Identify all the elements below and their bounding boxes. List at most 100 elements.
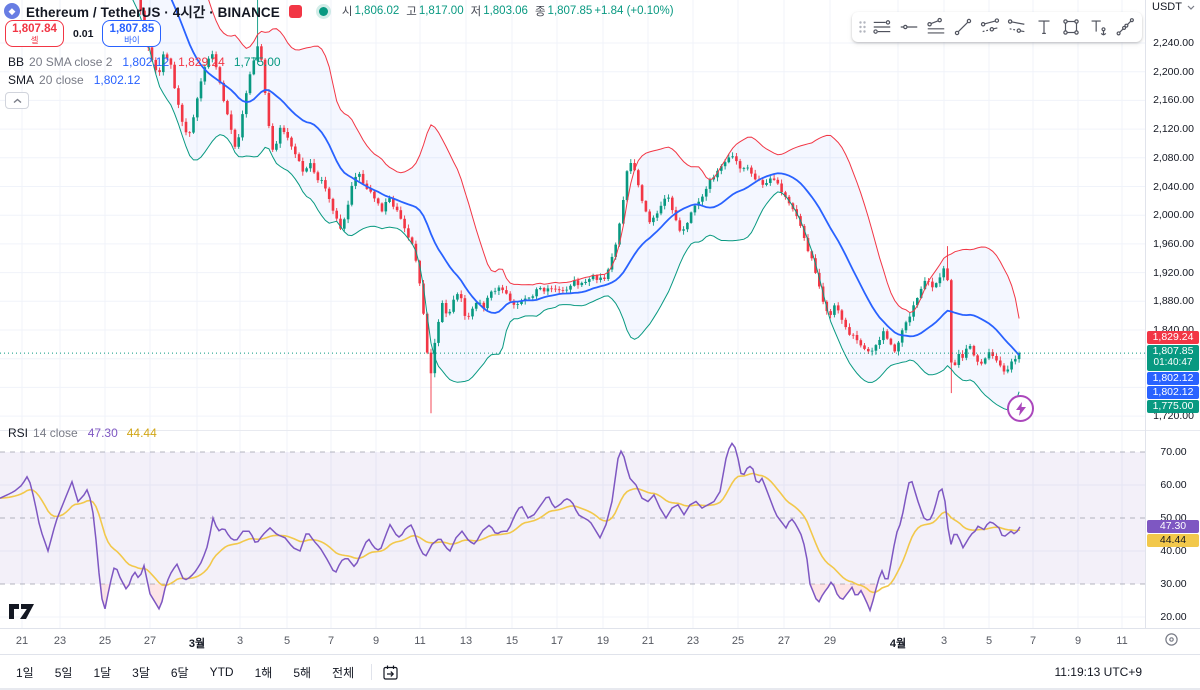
time-tick: 3 xyxy=(236,635,244,647)
toolbar-drag-handle-icon[interactable] xyxy=(856,14,868,40)
high-label: 고 xyxy=(406,6,417,18)
price-tick: 1,880.00 xyxy=(1153,295,1194,308)
rsi-tick: 40.00 xyxy=(1160,545,1187,557)
indicator-price-label: 1,775.00 xyxy=(1147,400,1199,414)
time-tick: 13 xyxy=(459,635,473,647)
rsi-scale-axis[interactable]: 70.00 60.00 50.00 40.00 30.00 20.00 47.30 44.44 xyxy=(1145,430,1200,628)
time-tick: 25 xyxy=(731,635,745,647)
timezone-settings-icon[interactable] xyxy=(1164,632,1179,647)
buy-price: 1,807.85 xyxy=(109,22,155,35)
rsi-tick: 60.00 xyxy=(1160,479,1187,491)
price-tick: 1,720.00 xyxy=(1153,410,1194,423)
rsi-ma-value: 44.44 xyxy=(126,426,157,440)
rsi-value-label: 44.44 xyxy=(1147,534,1199,548)
cross-line-icon[interactable] xyxy=(922,14,949,40)
horizontal-ray-icon[interactable] xyxy=(895,14,922,40)
sma-value: 1,802.12 xyxy=(93,73,141,87)
tradingview-logo[interactable] xyxy=(9,602,37,621)
sma-name: SMA xyxy=(8,73,35,87)
candlestick-chart xyxy=(0,0,1145,430)
anchored-text-icon[interactable] xyxy=(1084,14,1111,40)
symbol-title[interactable]: Ethereum / TetherUS · 4시간 · BINANCE xyxy=(26,5,280,20)
indicator-price-label: 1,802.12 xyxy=(1147,372,1199,386)
price-tick: 2,240.00 xyxy=(1153,37,1194,49)
range-ytd-button[interactable]: YTD xyxy=(209,665,234,679)
time-tick: 11 xyxy=(414,635,426,647)
rsi-tick: 20.00 xyxy=(1160,611,1187,623)
rsi-value-label: 47.30 xyxy=(1147,520,1199,534)
time-axis[interactable]: 21 23 25 27 3월 3 5 7 9 11 13 15 17 19 21 23 25 27 29 4월 3 5 7 9… xyxy=(0,628,1200,655)
time-tick: 4월 xyxy=(889,638,907,650)
range-5y-button[interactable]: 5해 xyxy=(293,665,312,680)
time-tick: 19 xyxy=(596,635,610,647)
price-axis[interactable]: 2,240.00 2,200.00 2,160.00 2,120.00 2,080.00… xyxy=(1145,0,1200,430)
collapse-legend-button[interactable] xyxy=(5,92,29,109)
range-all-button[interactable]: 전체 xyxy=(332,665,355,680)
currency-label: USDT xyxy=(1152,1,1182,13)
time-tick: 29 xyxy=(823,635,837,647)
low-value: 1,803.06 xyxy=(483,5,528,17)
rsi-params: 14 close xyxy=(33,426,78,440)
time-tick: 23 xyxy=(686,635,700,647)
rsi-name: RSI xyxy=(8,426,29,440)
range-1m-button[interactable]: 1달 xyxy=(93,665,112,680)
bottom-toolbar: 1일 5일 1달 3달 6달 YTD 1해 5해 전체 11:19:13 UTC… xyxy=(0,654,1200,689)
close-label: 종 xyxy=(534,6,546,18)
rsi-pane[interactable] xyxy=(0,430,1145,628)
toolbar-separator xyxy=(371,664,373,680)
bb-name: BB xyxy=(8,55,25,69)
range-1y-button[interactable]: 1해 xyxy=(254,665,273,680)
time-tick: 21 xyxy=(15,635,29,647)
time-tick: 9 xyxy=(372,635,380,647)
time-tick: 25 xyxy=(98,635,112,647)
trend-line-icon[interactable] xyxy=(949,14,976,40)
price-chart-pane[interactable] xyxy=(0,0,1145,430)
price-tick: 2,120.00 xyxy=(1153,123,1194,136)
time-tick: 21 xyxy=(641,635,655,647)
price-tick: 2,040.00 xyxy=(1153,180,1194,193)
time-tick: 9 xyxy=(1074,635,1082,647)
market-status-icon[interactable] xyxy=(288,4,302,18)
pane-divider[interactable] xyxy=(0,430,1200,431)
drawing-toolbar xyxy=(852,12,1142,42)
brush-icon[interactable] xyxy=(1111,14,1138,40)
time-tick: 5 xyxy=(985,635,993,647)
bb-legend[interactable]: BB 20 SMA close 2 1,802.12 1,829.24 1,77… xyxy=(8,55,290,69)
rsi-tick: 30.00 xyxy=(1160,578,1187,590)
time-tick: 27 xyxy=(777,635,791,647)
parallel-channel-icon[interactable] xyxy=(976,14,1003,40)
calendar-icon xyxy=(383,665,398,680)
range-6m-button[interactable]: 6달 xyxy=(170,665,189,680)
high-value: 1,817.00 xyxy=(418,5,464,17)
sell-button[interactable]: 1,807.84 셀 xyxy=(5,20,64,47)
buy-button[interactable]: 1,807.85 바이 xyxy=(102,20,162,47)
price-tick: 1,960.00 xyxy=(1153,237,1194,250)
sell-price: 1,807.84 xyxy=(12,22,57,35)
currency-selector[interactable]: USDT xyxy=(1152,1,1195,13)
clock-timezone[interactable]: 11:19:13 UTC+9 xyxy=(1054,665,1143,679)
time-tick: 17 xyxy=(550,635,564,647)
disjoint-channel-icon[interactable] xyxy=(1003,14,1030,40)
trade-panel: 1,807.84 셀 0.01 1,807.85 바이 xyxy=(5,20,162,47)
rectangle-icon[interactable] xyxy=(1057,14,1084,40)
horizontal-lines-icon[interactable] xyxy=(868,14,895,40)
rsi-legend[interactable]: RSI 14 close 47.30 44.44 xyxy=(8,426,166,440)
range-3m-button[interactable]: 3달 xyxy=(132,665,150,680)
price-tick: 2,080.00 xyxy=(1153,151,1194,164)
ohlc-values: 시 1,806.02 고 1,817.00 저 1,803.06 종 1,807… xyxy=(342,3,674,19)
time-tick: 11 xyxy=(1116,635,1128,647)
instant-order-lightning-button[interactable] xyxy=(1007,395,1034,422)
time-tick: 7 xyxy=(1029,635,1037,647)
goto-date-button[interactable] xyxy=(382,664,399,681)
time-tick: 23 xyxy=(53,635,67,647)
sma-legend[interactable]: SMA 20 close 1,802.12 xyxy=(8,73,149,87)
spread-value: 0.01 xyxy=(73,27,94,40)
price-tick: 2,000.00 xyxy=(1153,209,1194,222)
open-value: 1,806.02 xyxy=(354,5,400,17)
text-icon[interactable] xyxy=(1030,14,1057,40)
range-5d-button[interactable]: 5일 xyxy=(54,665,73,680)
low-label: 저 xyxy=(470,6,482,18)
data-connection-icon[interactable] xyxy=(318,6,328,16)
range-1d-button[interactable]: 1일 xyxy=(16,665,34,680)
